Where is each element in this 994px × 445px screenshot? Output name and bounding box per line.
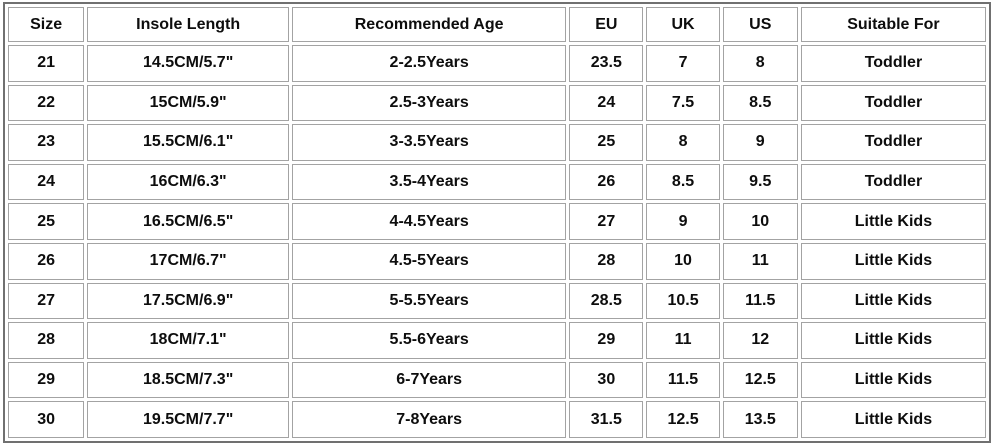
cell-us: 13.5: [722, 401, 798, 438]
cell-eu: 24: [569, 84, 644, 122]
cell-uk: 11.5: [646, 361, 720, 399]
cell-uk: 7.5: [646, 84, 720, 122]
cell-recommended-age: 7-8Years: [292, 401, 567, 438]
cell-recommended-age: 5-5.5Years: [292, 282, 567, 320]
cell-us: 9: [722, 124, 798, 161]
cell-size: 26: [8, 242, 85, 280]
cell-size: 24: [8, 163, 85, 201]
shoe-size-chart-table: Size Insole Length Recommended Age EU UK…: [3, 2, 991, 443]
cell-suitable-for: Little Kids: [800, 361, 986, 399]
cell-suitable-for: Toddler: [800, 124, 986, 161]
cell-insole-length: 17.5CM/6.9": [87, 282, 290, 320]
cell-eu: 28: [569, 242, 644, 280]
cell-eu: 29: [569, 322, 644, 359]
cell-eu: 23.5: [569, 45, 644, 82]
header-size: Size: [8, 7, 85, 42]
cell-recommended-age: 5.5-6Years: [292, 322, 567, 359]
cell-recommended-age: 3-3.5Years: [292, 124, 567, 161]
cell-us: 10: [722, 203, 798, 240]
table-row-size-26: 26 17CM/6.7" 4.5-5Years 28 10 11 Little …: [8, 242, 986, 280]
cell-insole-length: 15CM/5.9": [87, 84, 290, 122]
table-row-size-22: 22 15CM/5.9" 2.5-3Years 24 7.5 8.5 Toddl…: [8, 84, 986, 122]
header-eu: EU: [569, 7, 644, 42]
cell-suitable-for: Little Kids: [800, 282, 986, 320]
cell-size: 29: [8, 361, 85, 399]
cell-insole-length: 19.5CM/7.7": [87, 401, 290, 438]
cell-uk: 10.5: [646, 282, 720, 320]
cell-suitable-for: Toddler: [800, 163, 986, 201]
cell-us: 11.5: [722, 282, 798, 320]
cell-insole-length: 16CM/6.3": [87, 163, 290, 201]
header-insole-length: Insole Length: [87, 7, 290, 42]
table-row-size-21: 21 14.5CM/5.7" 2-2.5Years 23.5 7 8 Toddl…: [8, 45, 986, 82]
cell-insole-length: 18CM/7.1": [87, 322, 290, 359]
cell-uk: 9: [646, 203, 720, 240]
table-row-size-27: 27 17.5CM/6.9" 5-5.5Years 28.5 10.5 11.5…: [8, 282, 986, 320]
cell-insole-length: 15.5CM/6.1": [87, 124, 290, 161]
cell-insole-length: 14.5CM/5.7": [87, 45, 290, 82]
cell-insole-length: 17CM/6.7": [87, 242, 290, 280]
cell-us: 12.5: [722, 361, 798, 399]
cell-suitable-for: Toddler: [800, 45, 986, 82]
cell-uk: 7: [646, 45, 720, 82]
cell-suitable-for: Little Kids: [800, 242, 986, 280]
cell-us: 11: [722, 242, 798, 280]
header-us: US: [722, 7, 798, 42]
cell-size: 28: [8, 322, 85, 359]
cell-eu: 26: [569, 163, 644, 201]
cell-size: 25: [8, 203, 85, 240]
cell-recommended-age: 4-4.5Years: [292, 203, 567, 240]
cell-us: 12: [722, 322, 798, 359]
cell-insole-length: 18.5CM/7.3": [87, 361, 290, 399]
table-row-size-30: 30 19.5CM/7.7" 7-8Years 31.5 12.5 13.5 L…: [8, 401, 986, 438]
cell-eu: 30: [569, 361, 644, 399]
cell-eu: 27: [569, 203, 644, 240]
cell-recommended-age: 2.5-3Years: [292, 84, 567, 122]
cell-size: 30: [8, 401, 85, 438]
cell-recommended-age: 2-2.5Years: [292, 45, 567, 82]
header-row: Size Insole Length Recommended Age EU UK…: [8, 7, 986, 42]
header-uk: UK: [646, 7, 720, 42]
cell-suitable-for: Little Kids: [800, 203, 986, 240]
cell-uk: 12.5: [646, 401, 720, 438]
cell-uk: 8.5: [646, 163, 720, 201]
header-recommended-age: Recommended Age: [292, 7, 567, 42]
cell-uk: 8: [646, 124, 720, 161]
cell-suitable-for: Little Kids: [800, 401, 986, 438]
cell-uk: 10: [646, 242, 720, 280]
cell-size: 22: [8, 84, 85, 122]
cell-suitable-for: Little Kids: [800, 322, 986, 359]
cell-us: 8.5: [722, 84, 798, 122]
cell-size: 23: [8, 124, 85, 161]
cell-eu: 28.5: [569, 282, 644, 320]
cell-insole-length: 16.5CM/6.5": [87, 203, 290, 240]
cell-suitable-for: Toddler: [800, 84, 986, 122]
table-row-size-23: 23 15.5CM/6.1" 3-3.5Years 25 8 9 Toddler: [8, 124, 986, 161]
table-row-size-29: 29 18.5CM/7.3" 6-7Years 30 11.5 12.5 Lit…: [8, 361, 986, 399]
cell-us: 9.5: [722, 163, 798, 201]
cell-size: 27: [8, 282, 85, 320]
cell-size: 21: [8, 45, 85, 82]
cell-us: 8: [722, 45, 798, 82]
cell-recommended-age: 6-7Years: [292, 361, 567, 399]
cell-recommended-age: 4.5-5Years: [292, 242, 567, 280]
cell-eu: 31.5: [569, 401, 644, 438]
table-row-size-25: 25 16.5CM/6.5" 4-4.5Years 27 9 10 Little…: [8, 203, 986, 240]
cell-recommended-age: 3.5-4Years: [292, 163, 567, 201]
cell-eu: 25: [569, 124, 644, 161]
header-suitable-for: Suitable For: [800, 7, 986, 42]
table-row-size-24: 24 16CM/6.3" 3.5-4Years 26 8.5 9.5 Toddl…: [8, 163, 986, 201]
cell-uk: 11: [646, 322, 720, 359]
table-row-size-28: 28 18CM/7.1" 5.5-6Years 29 11 12 Little …: [8, 322, 986, 359]
